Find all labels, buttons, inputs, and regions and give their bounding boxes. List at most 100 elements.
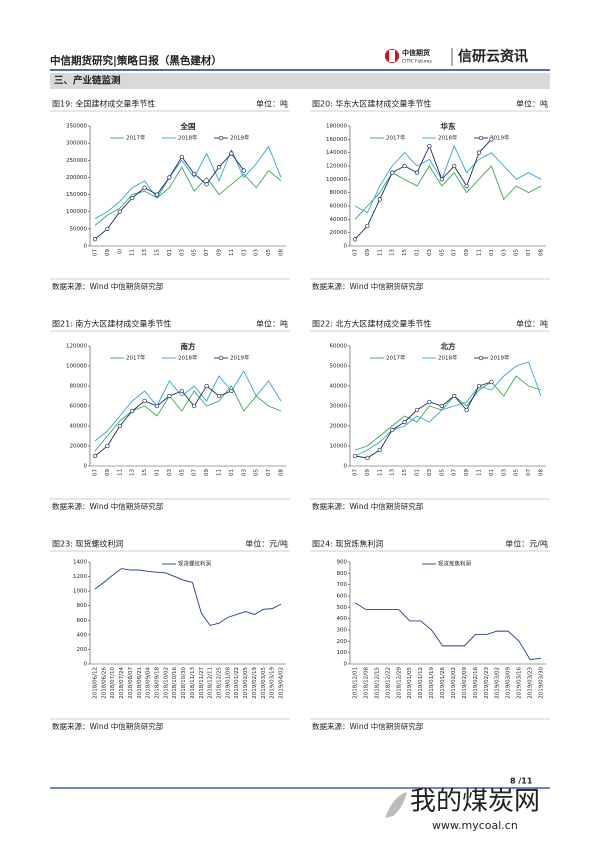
x-tick-label: 01 [489, 249, 495, 256]
data-point [142, 398, 147, 404]
x-tick-label: 13 [142, 249, 148, 256]
x-tick-label: 07 [353, 249, 359, 256]
x-tick-label: 07 [526, 469, 532, 476]
figure-caption: 图24: 现货炼焦利润 [312, 539, 383, 549]
data-point [204, 383, 209, 389]
x-tick-label: 01 [415, 469, 421, 476]
chart-title: 华东 [441, 121, 456, 131]
series-line [354, 375, 542, 451]
x-tick-label: 11 [377, 469, 383, 476]
legend-label: 2018年 [178, 134, 198, 142]
x-tick-label: 07 [452, 469, 458, 476]
y-tick-label: 100000 [66, 209, 87, 215]
series-line [354, 144, 542, 214]
legend-label: 2018年 [178, 354, 198, 362]
data-point [402, 419, 407, 425]
data-point [476, 150, 482, 155]
x-tick-label: 09 [105, 249, 111, 256]
data-point [105, 226, 110, 232]
x-tick-label: 2019/03/30 [539, 667, 545, 699]
y-tick-label: 60000 [330, 344, 348, 350]
y-tick-label: 0 [344, 464, 348, 470]
x-tick-label: 2019/02/05 [243, 667, 249, 699]
watermark: 我的煤炭网 [410, 787, 540, 817]
y-tick-label: 250000 [66, 158, 87, 164]
data-point [414, 407, 420, 413]
data-point [154, 192, 160, 197]
header-title: 中信期货研究|策略日报（黑色建材） [50, 54, 222, 67]
x-tick-label: 03 [167, 469, 173, 476]
x-tick-label: 03 [501, 249, 507, 256]
x-tick-label: 03 [501, 469, 507, 476]
x-tick-label: 08 [539, 469, 545, 476]
data-point [142, 185, 147, 190]
legend-label: 2017年 [126, 134, 146, 142]
y-tick-label: 900 [337, 560, 348, 566]
data-point [439, 403, 444, 409]
watermark-icon [385, 792, 407, 818]
series-line [94, 385, 232, 457]
x-tick-label: 2019/01/08 [225, 667, 231, 699]
legend-label: 2017年 [386, 354, 406, 362]
data-point [130, 195, 135, 201]
x-tick-label: 15 [402, 469, 408, 476]
y-tick-label: 0 [84, 244, 88, 250]
data-point [439, 177, 444, 182]
y-tick-label: 0 [84, 464, 88, 470]
data-point [241, 168, 246, 173]
data-point [154, 403, 160, 409]
logo-sub: CITIC Futures [402, 59, 432, 65]
unit-label: 单位：吨 [516, 99, 548, 109]
x-tick-label: 07 [192, 469, 198, 476]
legend-label: 现货螺纹利润 [178, 560, 212, 568]
y-tick-label: 1000 [73, 589, 87, 595]
legend-marker [478, 135, 484, 141]
y-tick-label: 20000 [70, 444, 88, 450]
y-tick-label: 80000 [330, 190, 348, 196]
x-tick-label: 2018/08/21 [137, 667, 143, 699]
x-tick-label: 03 [241, 469, 247, 476]
data-point [117, 209, 122, 214]
x-tick-label: 2019/03/05 [261, 667, 267, 699]
y-tick-label: 150000 [66, 192, 87, 198]
x-tick-label: 2018/12/08 [363, 667, 369, 699]
y-tick-label: 0 [344, 662, 348, 668]
y-tick-label: 100000 [66, 364, 87, 370]
y-tick-label: 40000 [70, 424, 88, 430]
legend-label: 2017年 [386, 134, 406, 142]
x-tick-label: 03 [179, 249, 185, 256]
unit-label: 单位：吨 [256, 319, 288, 329]
y-tick-label: 180000 [326, 124, 347, 130]
x-tick-label: 2018/11/27 [199, 667, 205, 699]
x-tick-label: 15 [402, 249, 408, 256]
data-point [414, 170, 420, 175]
x-tick-label: 08 [279, 469, 285, 476]
x-tick-label: 05 [439, 249, 445, 256]
data-point [229, 388, 234, 394]
y-tick-label: 140000 [326, 150, 347, 156]
x-tick-label: 2018/12/25 [217, 667, 223, 699]
y-tick-label: 700 [337, 582, 348, 588]
data-point [167, 393, 172, 399]
data-point [192, 403, 197, 409]
x-tick-label: 2018/06/12 [93, 667, 99, 699]
chart-title: 南方 [181, 341, 196, 351]
data-point [402, 163, 407, 169]
x-tick-label: 01 [167, 249, 173, 256]
x-tick-label: 2019/01/12 [418, 667, 424, 699]
data-point [179, 154, 184, 160]
y-tick-label: 160000 [326, 137, 347, 143]
y-tick-label: 120000 [66, 344, 87, 350]
x-tick-label: 08 [279, 249, 285, 256]
x-tick-label: 09 [464, 469, 470, 476]
y-tick-label: 1200 [73, 574, 87, 580]
data-point [390, 427, 395, 433]
x-tick-label: 07 [266, 469, 272, 476]
series-line [94, 568, 282, 626]
x-tick-label: 2019/01/26 [440, 667, 446, 699]
x-tick-label: 2018/12/01 [353, 667, 359, 699]
series-line [354, 381, 492, 459]
x-tick-label: 07 [353, 469, 359, 476]
x-tick-label: 05 [192, 249, 198, 256]
x-tick-label: 05 [439, 469, 445, 476]
